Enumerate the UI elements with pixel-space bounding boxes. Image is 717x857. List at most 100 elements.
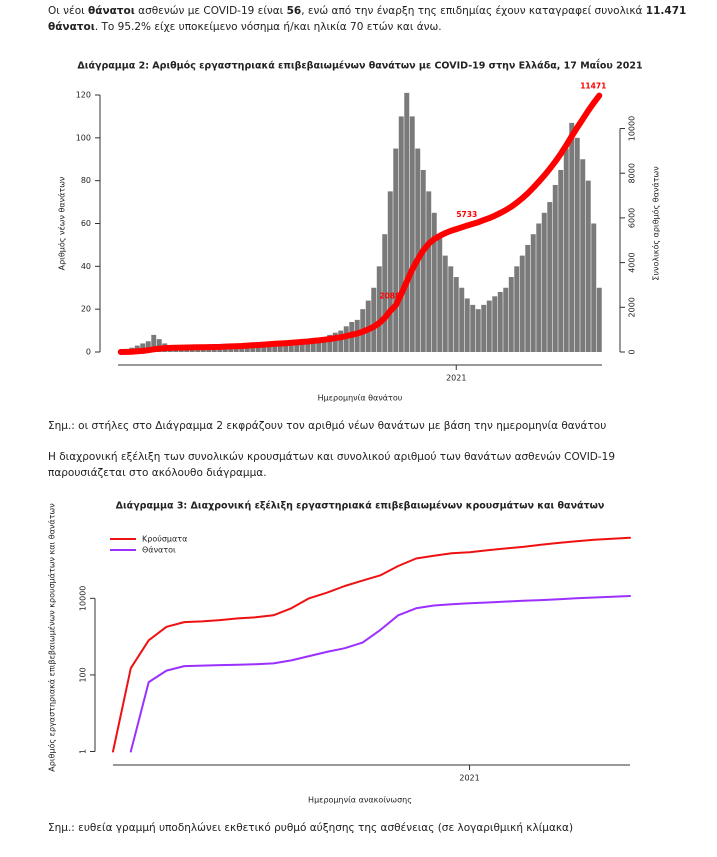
bar (437, 234, 443, 352)
bar (294, 343, 300, 352)
bar (184, 349, 190, 352)
chart-title: Διάγραμμα 2: Αριθμός εργαστηριακά επιβεβ… (77, 60, 642, 72)
bar (409, 116, 415, 353)
x-axis-label: Ημερομηνία ανακοίνωσης (308, 796, 412, 805)
bar (530, 234, 536, 352)
bar (272, 345, 278, 352)
intro-text: Οι νέοι (48, 5, 89, 17)
bar (585, 180, 591, 352)
bar (558, 169, 564, 352)
note: Σημ.: ευθεία γραμμή υποδηλώνει εκθετικό … (48, 822, 574, 834)
bar (404, 92, 410, 352)
legend-label: Θάνατοι (142, 546, 176, 555)
y2-tick-label: 6000 (628, 208, 637, 228)
y-tick-label: 10000 (79, 586, 88, 611)
value-label: 2088 (379, 291, 400, 300)
bar (552, 184, 558, 352)
bar (250, 345, 256, 352)
bar (206, 349, 212, 352)
bar (464, 298, 470, 352)
bar (448, 266, 454, 352)
bar (371, 287, 377, 352)
y2-tick-label: 8000 (628, 163, 637, 183)
y2-tick-label: 4000 (628, 252, 637, 272)
bar (508, 277, 514, 352)
bar (211, 349, 217, 352)
line (129, 595, 631, 753)
bar (431, 212, 437, 352)
y-axis-label: Αριθμός νέων θανάτων (57, 176, 67, 270)
bar (382, 234, 388, 352)
bar (497, 292, 503, 352)
bar (321, 337, 327, 352)
bar (228, 347, 234, 352)
y-tick-label: 80 (81, 176, 91, 185)
bar (338, 330, 344, 352)
bar (151, 334, 157, 352)
bar (596, 287, 602, 352)
bar (393, 148, 399, 352)
bar (140, 343, 146, 352)
legend-label: Κρούσματα (142, 534, 187, 544)
bar (503, 287, 509, 352)
y-tick-label: 100 (76, 133, 91, 142)
y2-tick-label: 0 (628, 349, 637, 354)
intro-bold: 11.471 θάνατοι (48, 5, 687, 33)
bar (426, 191, 432, 352)
y-tick-label: 60 (81, 219, 91, 228)
value-label: 11471 (580, 82, 606, 91)
bar (244, 345, 250, 352)
y2-axis-label: Συνολικός αριθμός θανάτων (651, 166, 661, 281)
bar (195, 349, 201, 352)
y2-tick-label: 10000 (628, 116, 637, 141)
y-axis-label: Αριθμός εργαστηριακά επιβεβαιωμένων κρου… (47, 503, 57, 772)
bar (316, 339, 322, 352)
intro-text: . Το 95.2% είχε υποκείμενο νόσημα ή/και … (94, 21, 442, 33)
bar (233, 347, 239, 352)
bar (332, 332, 338, 352)
bar (189, 349, 195, 352)
bar (541, 212, 547, 352)
bar (222, 347, 228, 352)
bar (261, 343, 267, 352)
y-tick-label: 120 (76, 91, 91, 100)
bar (288, 343, 294, 352)
bar (442, 255, 448, 352)
y-tick-label: 1 (79, 749, 88, 754)
x-axis-label: Ημερομηνία θανάτου (318, 394, 403, 403)
bar (459, 287, 465, 352)
paragraph: Η διαχρονική εξέλιξη των συνολικών κρουσ… (48, 451, 616, 479)
bar (200, 349, 206, 352)
y2-tick-label: 2000 (628, 297, 637, 317)
bar (591, 223, 597, 352)
bar (387, 191, 393, 352)
bar (266, 343, 272, 352)
value-label: 5733 (456, 210, 477, 219)
bar (569, 122, 575, 352)
x-tick-label: 2021 (459, 774, 479, 783)
intro-text: , ενώ από την έναρξη της επιδημίας έχουν… (301, 5, 646, 17)
bar (580, 159, 586, 352)
bar (470, 304, 476, 352)
line (112, 536, 631, 753)
intro: Οι νέοι θάνατοι ασθενών με COVID-19 είνα… (48, 3, 688, 35)
bar (398, 116, 404, 353)
bar (305, 341, 311, 352)
intro-bold: θάνατοι (88, 5, 135, 17)
bar (415, 148, 421, 352)
bar (327, 334, 333, 352)
bar (525, 244, 531, 352)
bar (420, 169, 426, 352)
y-tick-label: 20 (81, 305, 91, 314)
bar (492, 296, 498, 352)
x-tick-label: 2021 (446, 374, 466, 383)
bar (376, 266, 382, 352)
intro-bold: 56 (286, 5, 302, 17)
bar (547, 202, 553, 352)
bar (145, 341, 151, 352)
y-tick-label: 0 (86, 348, 91, 357)
note: Σημ.: οι στήλες στο Διάγραμμα 2 εκφράζου… (48, 420, 607, 432)
bar (299, 341, 305, 352)
